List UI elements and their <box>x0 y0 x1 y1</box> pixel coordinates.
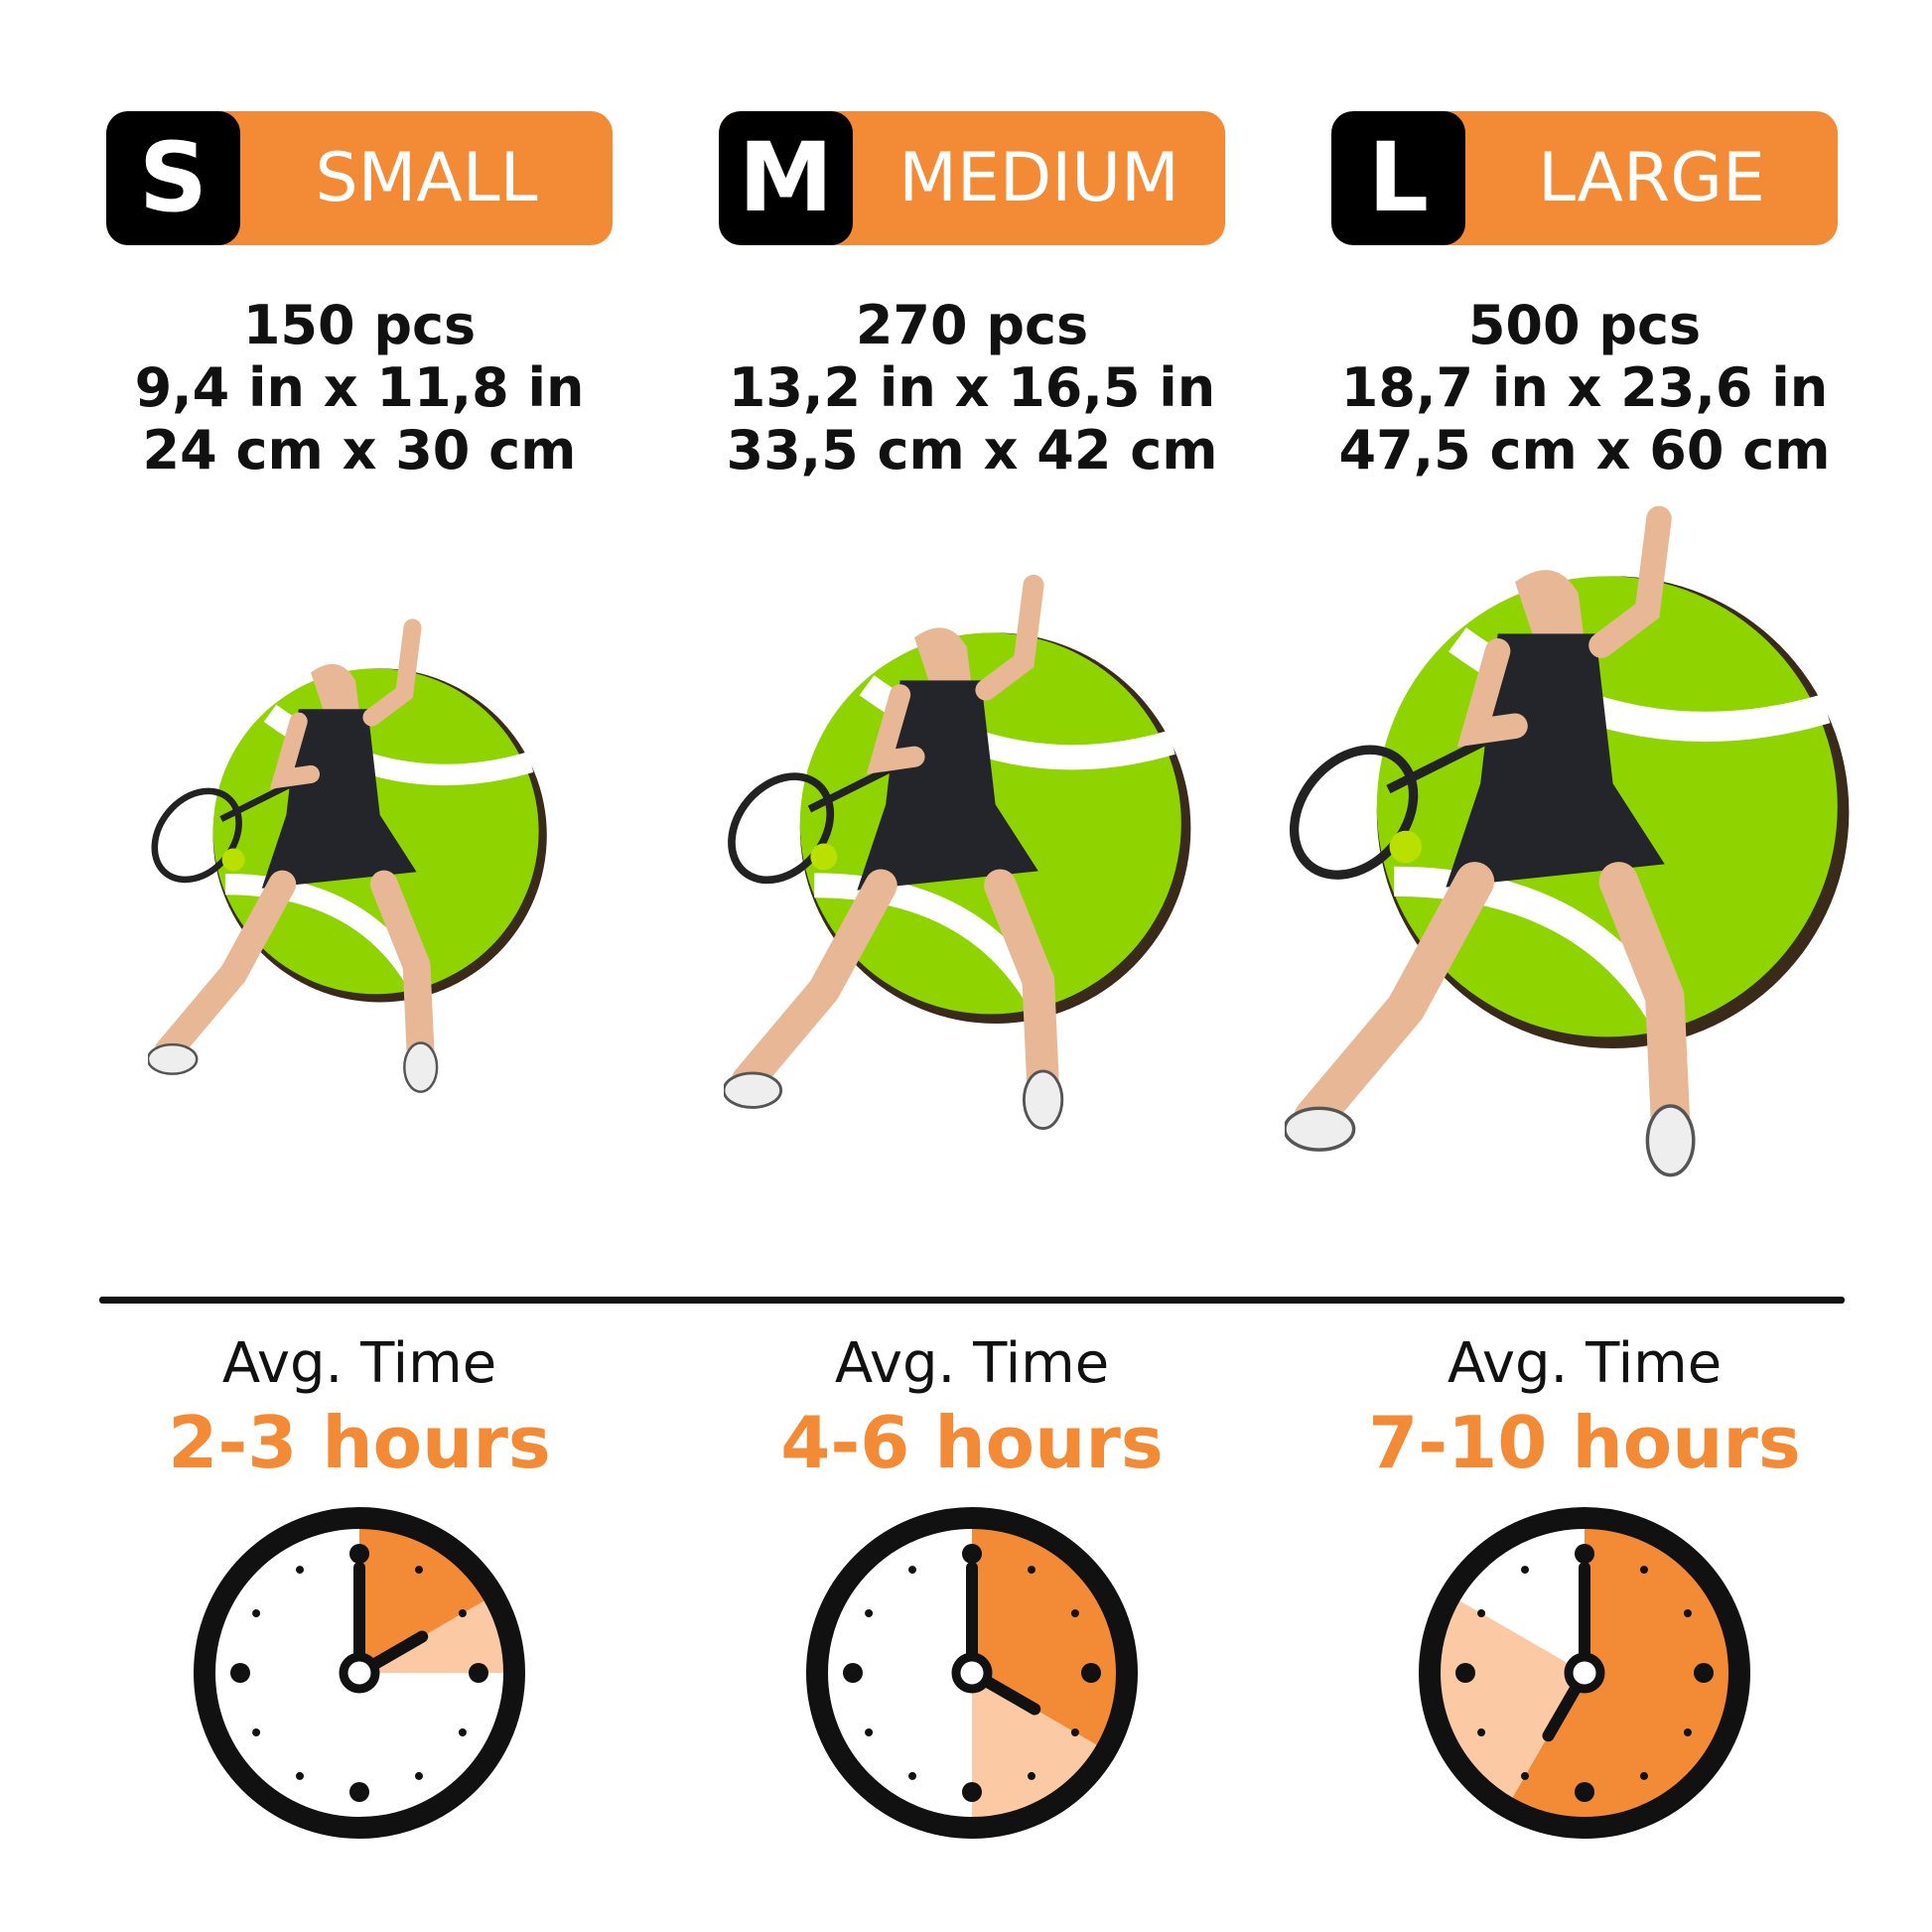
clock-tick <box>458 1609 467 1617</box>
clock-tick <box>1694 1663 1714 1683</box>
dimensions-inches: 13,2 in x 16,5 in <box>728 356 1216 419</box>
clock-tick <box>1477 1728 1486 1736</box>
piece-count: 150 pcs <box>242 294 477 356</box>
avg-time: Avg. Time 2-3 hours <box>62 1330 657 1487</box>
size-specs: 500 pcs 18,7 in x 23,6 in 47,5 cm x 60 c… <box>1287 294 1882 482</box>
size-name: SMALL <box>315 139 538 217</box>
piece-count: 500 pcs <box>1467 294 1702 356</box>
clock-icon <box>806 1507 1138 1839</box>
avg-time: Avg. Time 4-6 hours <box>674 1330 1270 1487</box>
clock-tick <box>1521 1566 1529 1575</box>
clock-tick <box>962 1544 982 1564</box>
tennis-puzzle-image <box>724 574 1191 1131</box>
divider <box>99 1297 1845 1304</box>
size-letter: L <box>1331 111 1465 245</box>
clock-tick <box>296 1566 304 1575</box>
size-letter: S <box>106 111 240 245</box>
clock-tick <box>415 1771 423 1780</box>
dimensions-cm: 24 cm x 30 cm <box>142 419 577 482</box>
avg-time-hours: 4-6 hours <box>780 1401 1164 1484</box>
clock-tick <box>1640 1771 1648 1780</box>
clock-tick <box>865 1609 874 1617</box>
avg-time-label: Avg. Time <box>834 1331 1110 1396</box>
clock-icon <box>194 1507 525 1839</box>
size-badge-large: L LARGE <box>1331 111 1838 245</box>
clock-tick <box>252 1609 261 1617</box>
size-badge-medium: M MEDIUM <box>719 111 1225 245</box>
avg-time-hours: 7-10 hours <box>1368 1401 1801 1484</box>
clock-tick <box>1477 1609 1486 1617</box>
clock-range-dark <box>1507 1518 1739 1828</box>
size-specs: 150 pcs 9,4 in x 11,8 in 24 cm x 30 cm <box>62 294 657 482</box>
avg-time-label: Avg. Time <box>221 1331 497 1396</box>
avg-time: Avg. Time 7-10 hours <box>1287 1330 1882 1487</box>
clock-tick <box>1070 1609 1079 1617</box>
clock-tick <box>1683 1609 1692 1617</box>
tennis-puzzle-image <box>147 619 547 1093</box>
dimensions-inches: 18,7 in x 23,6 in <box>1340 356 1829 419</box>
clock-tick <box>843 1663 863 1683</box>
clock-tick <box>349 1782 369 1802</box>
clock-tick <box>415 1566 423 1575</box>
dimensions-cm: 47,5 cm x 60 cm <box>1338 419 1831 482</box>
clock-tick <box>458 1728 467 1736</box>
clock-tick <box>908 1566 916 1575</box>
clock-tick <box>1028 1566 1035 1575</box>
clock-tick <box>962 1782 982 1802</box>
clock-range-light <box>1430 1595 1585 1808</box>
tennis-puzzle-image <box>1285 505 1850 1177</box>
clock-tick <box>1081 1663 1101 1683</box>
avg-time-label: Avg. Time <box>1447 1331 1723 1396</box>
size-letter: M <box>719 111 853 245</box>
clock-tick <box>1683 1728 1692 1736</box>
clock-icon <box>1419 1507 1750 1839</box>
size-specs: 270 pcs 13,2 in x 16,5 in 33,5 cm x 42 c… <box>674 294 1270 482</box>
clock-tick <box>865 1728 874 1736</box>
clock-tick <box>1575 1782 1594 1802</box>
clock-tick <box>469 1663 488 1683</box>
clock-tick <box>1521 1771 1529 1780</box>
clock-tick <box>1070 1728 1079 1736</box>
clock-tick <box>252 1728 261 1736</box>
dimensions-cm: 33,5 cm x 42 cm <box>726 419 1218 482</box>
size-badge-small: S SMALL <box>106 111 613 245</box>
size-name: LARGE <box>1538 139 1765 217</box>
dimensions-inches: 9,4 in x 11,8 in <box>134 356 585 419</box>
clock-tick <box>1455 1663 1475 1683</box>
avg-time-hours: 2-3 hours <box>168 1401 551 1484</box>
clock-tick <box>230 1663 250 1683</box>
clock-tick <box>296 1771 304 1780</box>
size-name: MEDIUM <box>898 139 1179 217</box>
clock-tick <box>1575 1544 1594 1564</box>
clock-tick <box>349 1544 369 1564</box>
clock-tick <box>1640 1566 1648 1575</box>
clock-tick <box>908 1771 916 1780</box>
clock-tick <box>1028 1771 1035 1780</box>
piece-count: 270 pcs <box>855 294 1089 356</box>
